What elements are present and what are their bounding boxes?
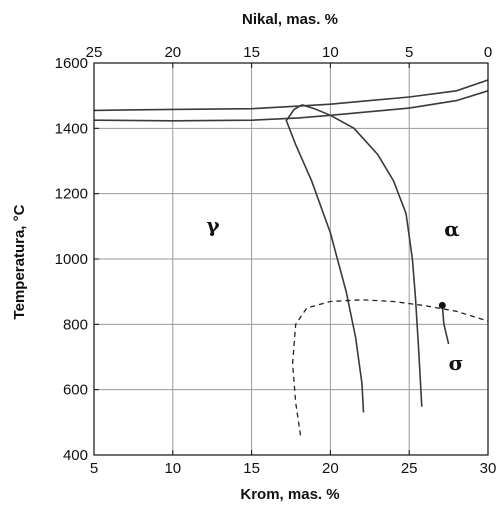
bottom-tick-label: 30 bbox=[480, 460, 497, 477]
left-tick-label: 800 bbox=[63, 316, 88, 333]
grid bbox=[93, 62, 489, 456]
plot-frame bbox=[93, 62, 489, 456]
left-tick-label: 400 bbox=[63, 447, 88, 464]
top-tick-label: 20 bbox=[164, 44, 181, 61]
phase-boundary-line bbox=[93, 79, 489, 112]
bottom-tick-label: 10 bbox=[164, 460, 181, 477]
phase-boundary-line bbox=[285, 104, 365, 413]
sigma-marker-dot bbox=[438, 301, 446, 309]
bottom-axis-title: Krom, mas. % bbox=[240, 486, 339, 503]
bottom-tick-label: 20 bbox=[322, 460, 339, 477]
top-tick-label: 5 bbox=[405, 44, 413, 61]
sigma-phase-label: σ bbox=[449, 351, 464, 375]
left-tick-label: 1000 bbox=[55, 251, 88, 268]
left-axis-title: Temperatura, °C bbox=[11, 204, 28, 319]
phase-boundaries bbox=[93, 79, 489, 436]
sigma-boundary-dashed bbox=[291, 299, 489, 436]
phase-boundary-line bbox=[93, 90, 489, 122]
gamma-phase-label: γ bbox=[206, 213, 220, 237]
alpha-phase-label: α bbox=[444, 217, 459, 241]
bottom-tick-label: 5 bbox=[90, 460, 98, 477]
bottom-tick-label: 25 bbox=[401, 460, 418, 477]
top-tick-label: 10 bbox=[322, 44, 339, 61]
phase-boundary-line bbox=[301, 104, 423, 407]
phase-boundary-line bbox=[441, 305, 450, 345]
left-tick-label: 1600 bbox=[55, 55, 88, 72]
bottom-tick-label: 15 bbox=[243, 460, 260, 477]
top-tick-label: 15 bbox=[243, 44, 260, 61]
left-tick-label: 1200 bbox=[55, 186, 88, 203]
left-tick-label: 600 bbox=[63, 382, 88, 399]
top-tick-label: 0 bbox=[484, 44, 492, 61]
left-tick-label: 1400 bbox=[55, 120, 88, 137]
top-axis-title: Nikal, mas. % bbox=[242, 11, 338, 28]
tick-labels: 5 10 15 20 25 30 25 20 15 10 5 0 400 600 800 1000 1200 14… bbox=[55, 44, 497, 477]
top-tick-label: 25 bbox=[86, 44, 103, 61]
